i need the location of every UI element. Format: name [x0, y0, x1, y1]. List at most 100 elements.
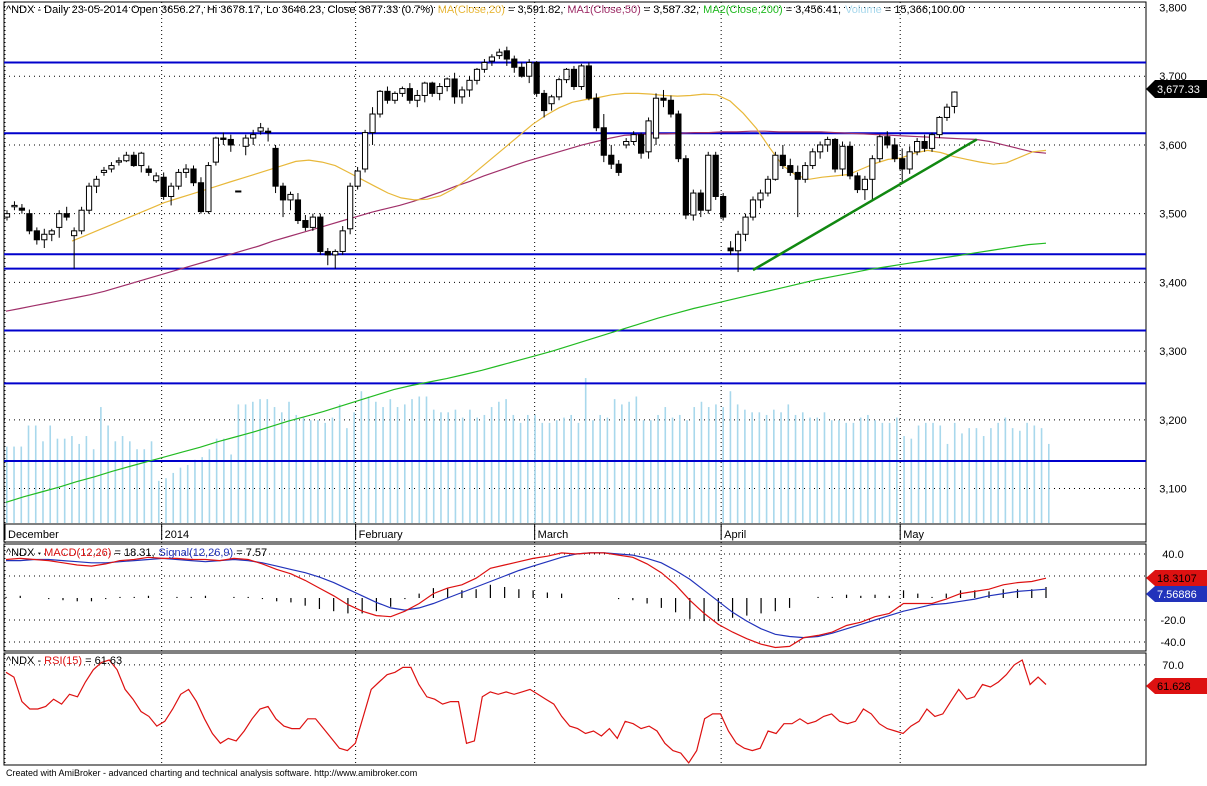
candle: [354, 166, 361, 190]
volume-bar: [896, 417, 898, 523]
candle: [884, 131, 891, 149]
candle: [26, 209, 33, 235]
candle: [220, 132, 227, 145]
ma200-legend-value: = 3,456.41,: [783, 4, 841, 16]
candle: [391, 91, 399, 104]
volume-bar: [461, 417, 464, 523]
candle-body-up: [287, 193, 294, 201]
candle-body-up: [138, 152, 145, 167]
candle-body-up: [824, 138, 831, 146]
volume-bar: [338, 404, 341, 523]
candle: [891, 138, 898, 163]
candle: [921, 134, 928, 152]
volume-bar: [136, 449, 138, 523]
candle-body-up: [623, 141, 630, 146]
candle-body-up: [212, 137, 219, 163]
price-panel[interactable]: [3, 1, 1147, 543]
volume-bar: [78, 443, 80, 523]
candle-body-up: [182, 168, 190, 173]
volume-bar: [874, 420, 876, 523]
volume-bar: [671, 417, 674, 523]
volume-bar: [6, 446, 8, 523]
rsi-panel[interactable]: [3, 652, 1147, 766]
candle-body-up: [444, 78, 451, 88]
candle-body-up: [257, 127, 264, 132]
candle: [727, 241, 734, 255]
macd-panel[interactable]: [3, 543, 1147, 652]
volume-bar: [534, 414, 536, 523]
candle-body-down: [667, 99, 675, 115]
volume-bar: [903, 436, 905, 523]
candle-body-down: [899, 158, 906, 170]
volume-bar: [729, 391, 732, 523]
candle-body-up: [481, 61, 488, 70]
candle-body-down: [511, 58, 518, 68]
volume-bar: [845, 422, 847, 523]
candle: [757, 189, 764, 209]
candle-body-down: [63, 213, 70, 218]
price-header-symbol: ^NDX: [6, 4, 35, 16]
macd-legend-value: = 18.31,: [111, 547, 154, 559]
volume-bar: [317, 420, 319, 523]
candle-body-up: [115, 160, 123, 163]
price-axis-tick-label: 3,400: [1159, 277, 1187, 289]
candle: [817, 141, 824, 159]
volume-bar: [548, 422, 551, 523]
candle-body-down: [272, 147, 279, 187]
candle-body-down: [585, 65, 592, 99]
candle-body-down: [429, 82, 436, 94]
candle: [168, 182, 175, 206]
volume-bar: [773, 409, 775, 523]
volume-bar: [512, 414, 515, 523]
candle-body-up: [339, 230, 346, 252]
candle-body-up: [399, 88, 406, 94]
volume-bar: [20, 446, 23, 523]
volume-bar: [678, 414, 681, 523]
rsi-value-badge: 61.628: [1146, 678, 1207, 694]
volume-bar: [403, 404, 406, 523]
candle: [831, 138, 839, 173]
rsi-header: ^NDX - RSI(15) = 61.63: [6, 655, 122, 667]
volume-bar: [360, 391, 363, 523]
candle: [294, 193, 302, 224]
candle: [473, 67, 481, 85]
volume-bar: [744, 409, 746, 523]
candle: [406, 83, 413, 104]
candle: [197, 177, 205, 214]
candle: [899, 148, 906, 183]
volume-bar: [100, 407, 102, 523]
candle: [555, 77, 563, 101]
volume-bar: [194, 459, 196, 523]
volume-bar: [27, 425, 30, 523]
candle-body-up: [488, 56, 495, 62]
candle: [734, 230, 742, 273]
volume-bar: [179, 467, 182, 523]
volume-bar: [823, 412, 826, 523]
candle: [697, 189, 704, 218]
candle: [861, 175, 868, 200]
macd-header-symbol: ^NDX: [6, 547, 35, 559]
candle: [93, 175, 100, 194]
volume-bar: [961, 433, 963, 523]
month-label: February: [359, 529, 404, 541]
candle: [630, 131, 637, 145]
volume-bar: [910, 438, 913, 523]
candle-body-down: [26, 213, 33, 232]
volume-bar: [975, 428, 978, 523]
volume-bar: [1011, 428, 1014, 523]
volume-bar: [968, 428, 971, 523]
macd-header: ^NDX - MACD(12,26) = 18.31, Signal(12,26,…: [6, 547, 267, 559]
price-header-ohlc: - Daily 23-05-2014 Open 3656.27, Hi 3678…: [34, 4, 433, 16]
candle: [720, 193, 727, 221]
candle: [585, 62, 592, 101]
price-close-badge: 3,677.33: [1146, 80, 1207, 98]
volume-bar: [650, 420, 652, 523]
candle-body-down: [18, 207, 26, 211]
candle-body-up: [332, 250, 339, 256]
volume-bar: [353, 412, 355, 523]
volume-bar: [1004, 417, 1007, 523]
volume-bar: [990, 428, 992, 523]
macd-axis-tick-label: 40.0: [1162, 549, 1183, 561]
